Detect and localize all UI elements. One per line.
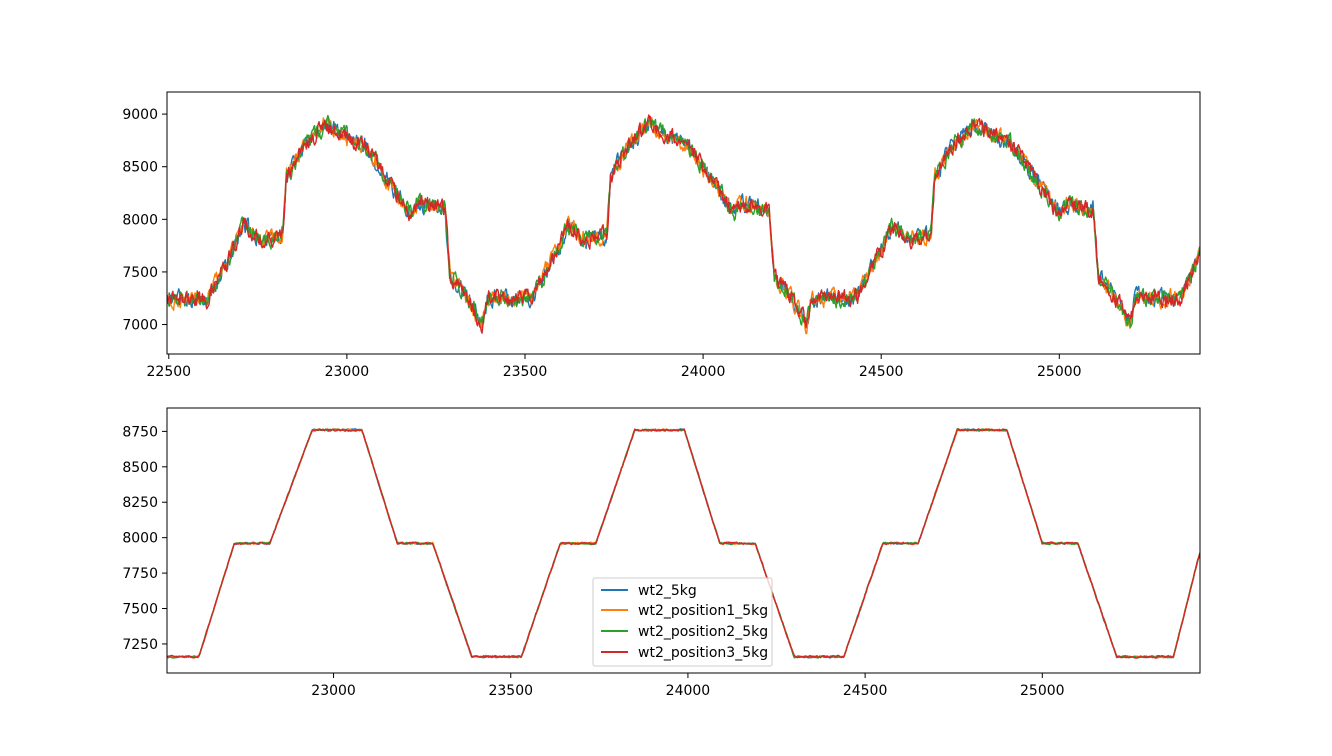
- x-tick-label: 23500: [503, 364, 548, 380]
- x-tick-label: 24000: [666, 683, 711, 699]
- x-tick-label: 24500: [859, 364, 904, 380]
- legend-label-4: wt2_position3_5kg: [638, 645, 768, 661]
- axes-frame: [166, 407, 1201, 674]
- x-tick-label: 23500: [488, 683, 533, 699]
- legend-box: [592, 577, 773, 667]
- y-tick-label: 8000: [122, 212, 158, 228]
- x-tick-label: 23000: [325, 364, 370, 380]
- y-tick-label: 7000: [122, 318, 158, 334]
- y-tick-label: 8500: [122, 160, 158, 176]
- y-tick-label: 9000: [122, 107, 158, 123]
- y-tick-label: 7250: [122, 637, 158, 653]
- y-tick-label: 7500: [122, 602, 158, 618]
- x-tick-label: 23000: [311, 683, 356, 699]
- y-tick-label: 8750: [122, 424, 158, 440]
- y-tick-label: 8500: [122, 460, 158, 476]
- legend: wt2_5kg wt2_position1_5kg wt2_position2_…: [592, 577, 773, 667]
- legend-label-1: wt2_5kg: [638, 583, 697, 599]
- axes-frame: [166, 91, 1201, 355]
- series-group: [167, 114, 1200, 335]
- y-tick-label: 8000: [122, 531, 158, 547]
- series-line-4: [167, 114, 1200, 334]
- top-plot-axes: 22500 23000 23500 24000 24500 25000 7000 7500 80…: [122, 91, 1201, 380]
- y-tick-label: 7750: [122, 566, 158, 582]
- x-tick-label: 22500: [147, 364, 192, 380]
- x-tick-label: 24500: [843, 683, 888, 699]
- series-group: [167, 428, 1200, 659]
- y-tick-label: 8250: [122, 495, 158, 511]
- x-tick-label: 24000: [681, 364, 726, 380]
- legend-label-2: wt2_position1_5kg: [638, 603, 768, 619]
- y-tick-label: 7500: [122, 265, 158, 281]
- bottom-plot-axes: 23000 23500 24000 24500 25000 7250 7500 7750 800…: [122, 407, 1201, 699]
- legend-label-3: wt2_position2_5kg: [638, 624, 768, 640]
- series-line-2: [167, 116, 1200, 335]
- x-tick-label: 25000: [1037, 364, 1082, 380]
- x-tick-label: 25000: [1020, 683, 1065, 699]
- series-line-4: [167, 428, 1200, 659]
